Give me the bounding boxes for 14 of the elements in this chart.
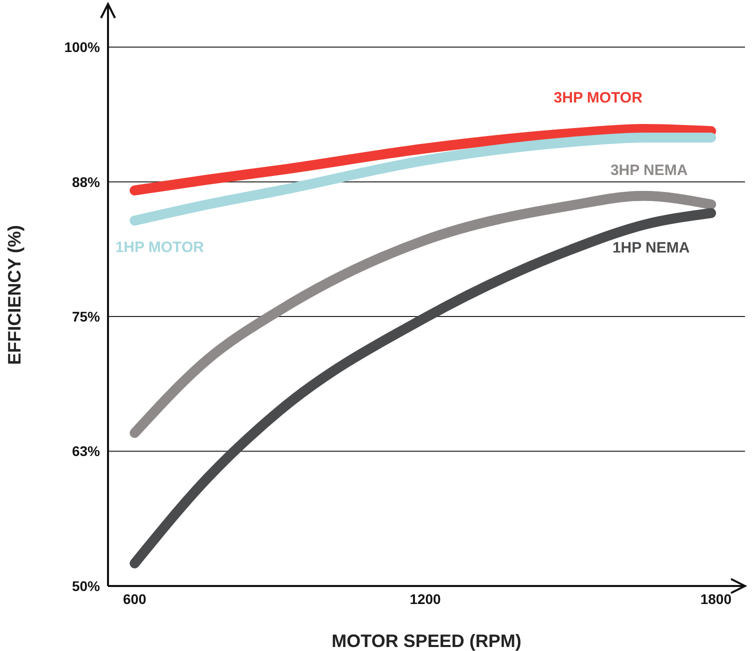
y-tick-label: 100% [64, 39, 101, 56]
x-tick-label: 1800 [700, 590, 732, 607]
y-tick-label: 50% [72, 578, 101, 594]
y-axis-title: EFFICIENCY (%) [4, 225, 24, 365]
x-tick-label: 1200 [410, 590, 442, 607]
series-label: 3HP MOTOR [554, 90, 643, 107]
series-label: 3HP NEMA [610, 162, 688, 179]
series-label: 1HP MOTOR [115, 239, 204, 256]
y-tick-label: 75% [72, 308, 101, 325]
series-label: 1HP NEMA [612, 240, 690, 257]
y-tick-label: 63% [72, 443, 101, 460]
x-tick-label: 600 [122, 590, 147, 607]
y-tick-label: 88% [72, 174, 101, 190]
x-axis-title: MOTOR SPEED (RPM) [332, 631, 522, 651]
